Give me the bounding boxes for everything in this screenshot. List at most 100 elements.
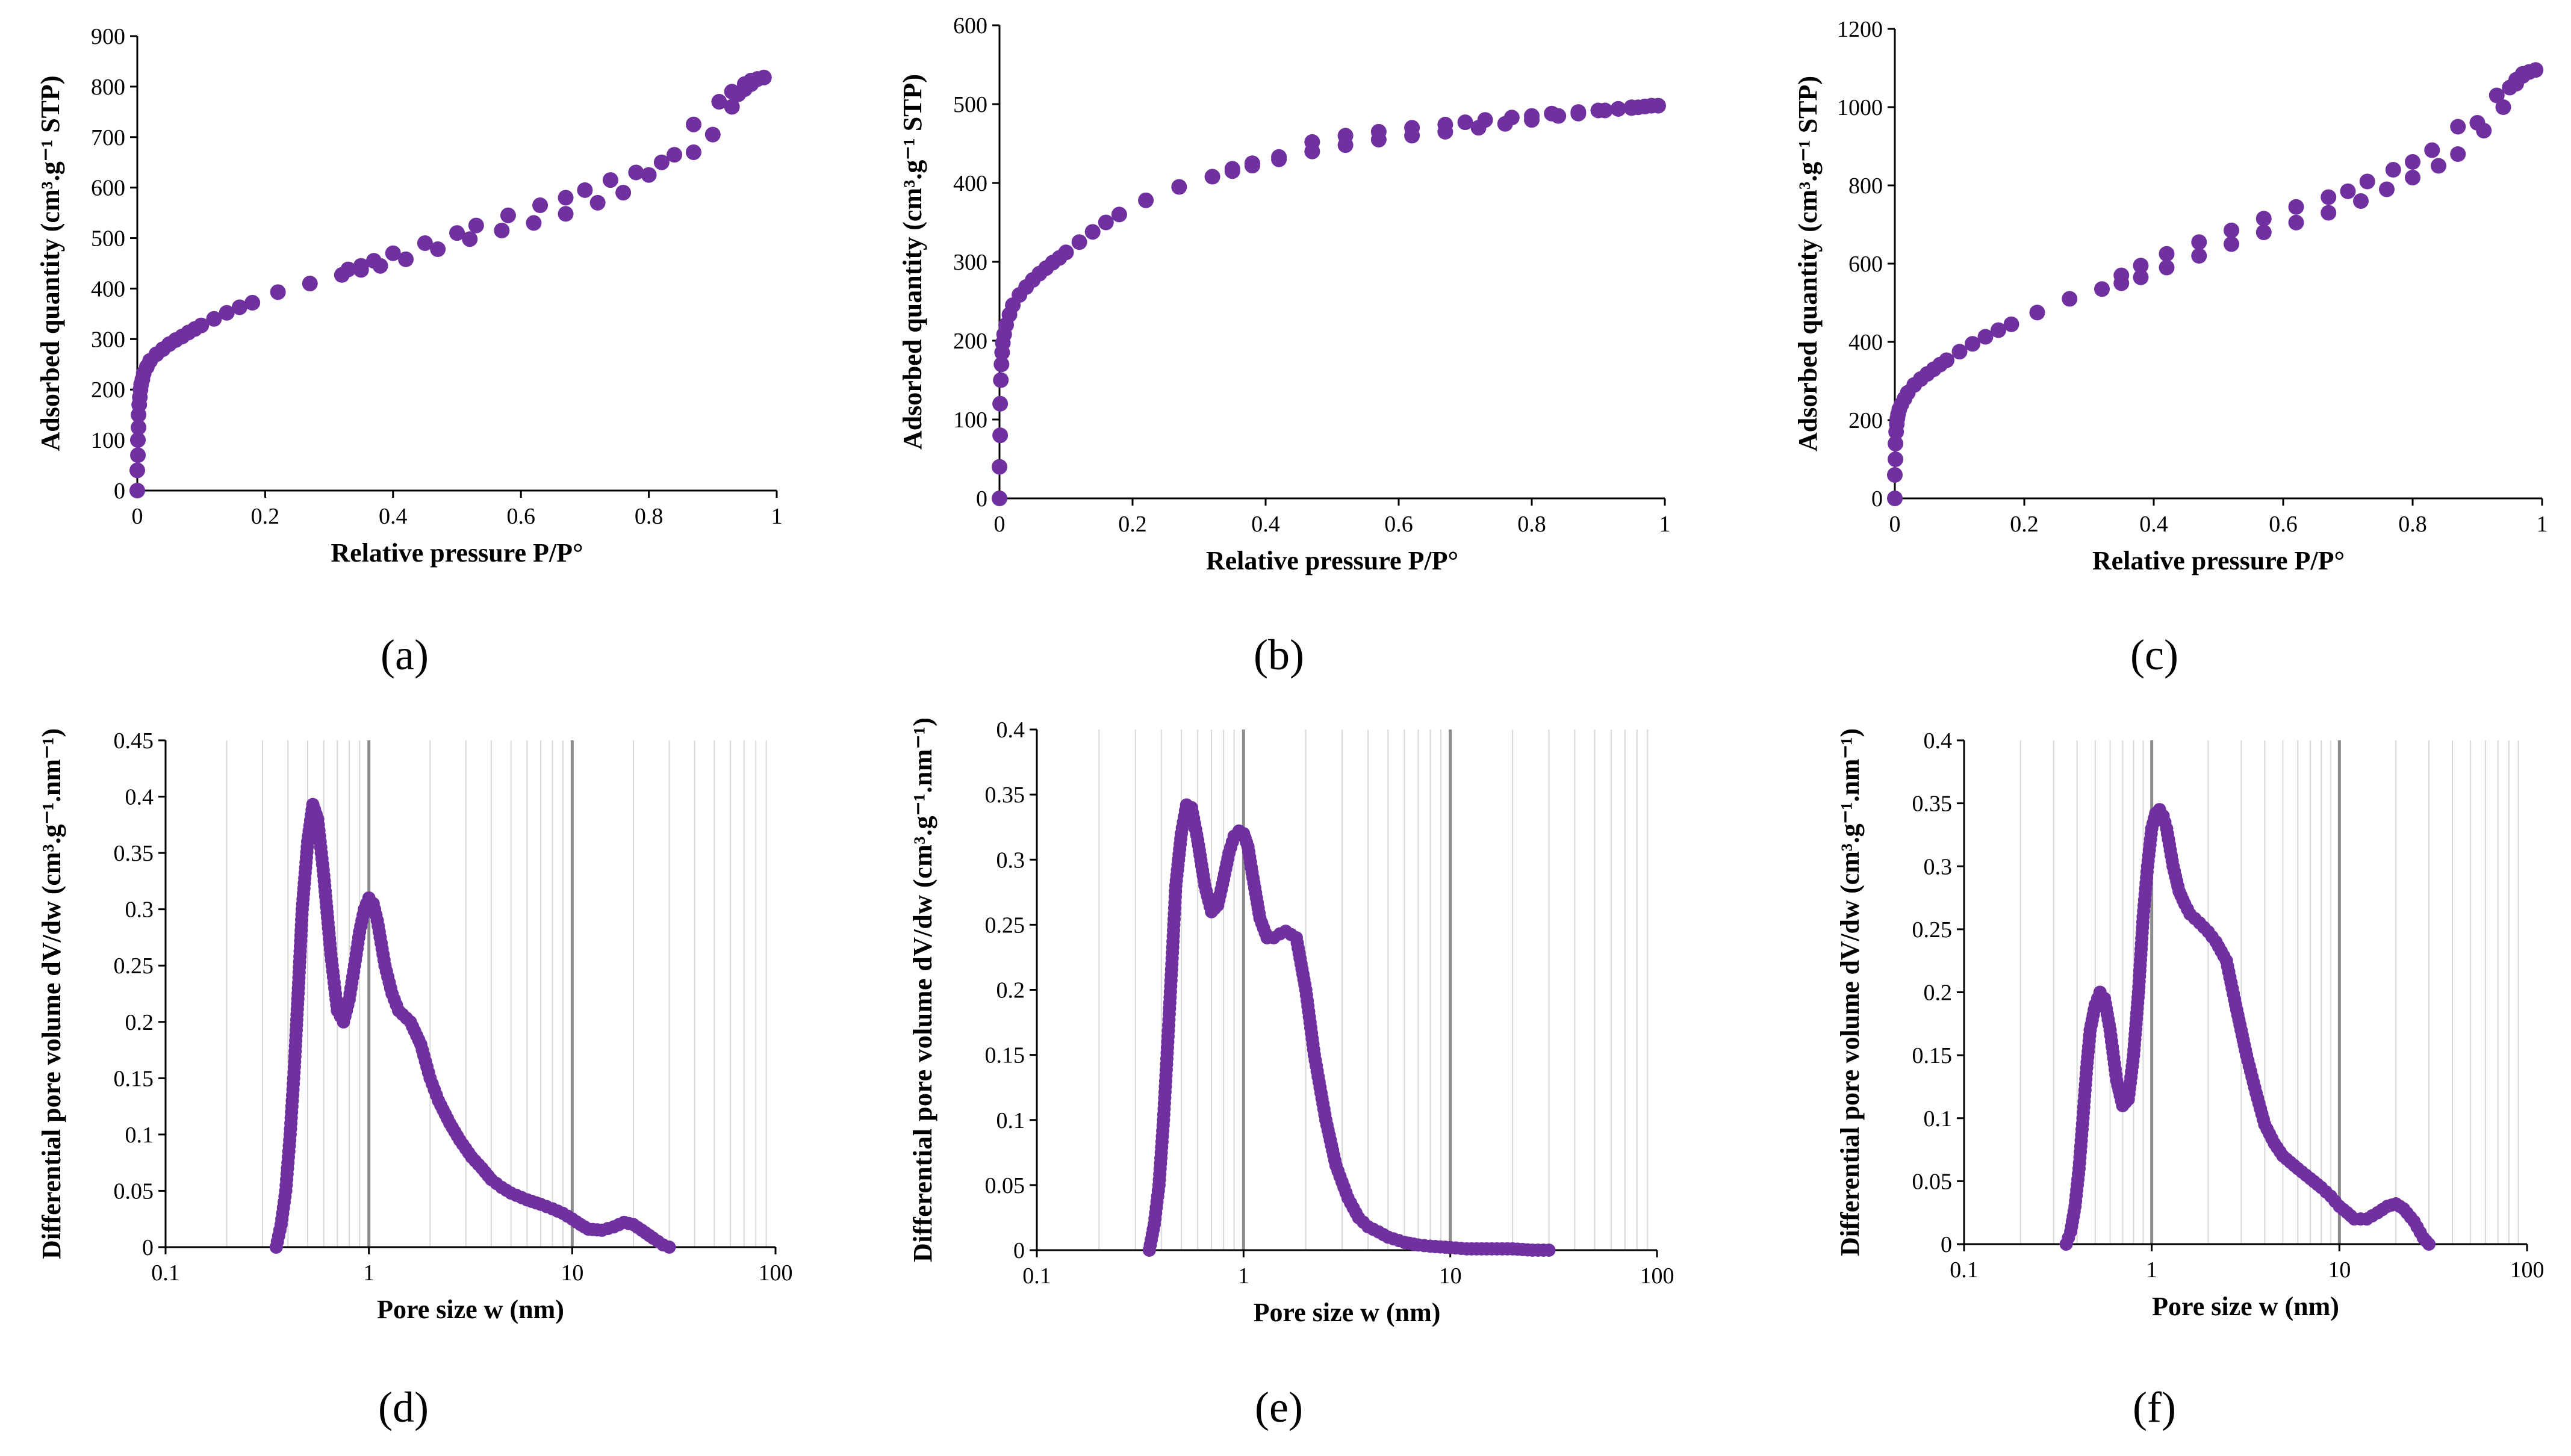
y-tick-label: 0.1 — [996, 1108, 1025, 1133]
x-tick-label: 100 — [759, 1260, 793, 1286]
y-tick-label: 0.4 — [996, 717, 1025, 743]
y-tick-label: 0.2 — [125, 1010, 154, 1035]
data-point-adsorption — [206, 311, 222, 327]
data-point — [1542, 1244, 1556, 1257]
y-tick-label: 0.4 — [125, 785, 154, 810]
data-point-adsorption — [2431, 158, 2446, 174]
data-point-adsorption — [2379, 181, 2395, 197]
x-tick-label: 100 — [1640, 1263, 1674, 1289]
data-point-adsorption — [398, 251, 414, 267]
data-point-adsorption — [993, 356, 1010, 373]
data-point-adsorption — [1939, 352, 1954, 368]
data-point-desorption — [365, 253, 382, 269]
y-tick-label: 900 — [91, 24, 125, 49]
data-point-adsorption — [992, 459, 1007, 475]
x-tick-label: 0 — [1889, 512, 1901, 537]
y-tick-label: 200 — [1848, 408, 1883, 433]
x-tick-label: 1 — [363, 1260, 375, 1286]
data-point-adsorption — [430, 241, 446, 258]
data-point-desorption — [1544, 105, 1560, 122]
data-point-adsorption — [1965, 336, 1980, 352]
data-point-desorption — [2489, 87, 2505, 104]
data-point-adsorption — [992, 395, 1009, 412]
data-point-adsorption — [2094, 281, 2110, 297]
data-point-adsorption — [615, 185, 632, 201]
data-point-desorption — [577, 182, 593, 198]
y-tick-label: 500 — [953, 92, 987, 117]
x-axis-title: Relative pressure P/P° — [2092, 546, 2345, 575]
data-point-adsorption — [302, 276, 318, 292]
data-point-adsorption — [641, 167, 657, 183]
x-tick-label: 0.6 — [1384, 512, 1413, 537]
data-point-adsorption — [711, 94, 727, 110]
y-tick-label: 0.45 — [114, 728, 154, 754]
data-point-adsorption — [685, 116, 701, 132]
data-point-desorption — [2133, 258, 2149, 274]
data-point-desorption — [558, 190, 574, 206]
y-tick-label: 0.05 — [114, 1179, 154, 1204]
data-point-adsorption — [2029, 305, 2045, 321]
x-tick-label: 0.8 — [1517, 512, 1546, 537]
y-tick-label: 600 — [1848, 252, 1883, 277]
x-tick-label: 100 — [2510, 1257, 2545, 1283]
data-point-desorption — [653, 154, 670, 170]
data-point-desorption — [1477, 112, 1493, 128]
y-tick-label: 0.3 — [125, 897, 154, 923]
y-tick-label: 0.25 — [985, 912, 1025, 938]
data-point-desorption — [2340, 183, 2356, 199]
data-point-adsorption — [129, 483, 145, 498]
data-point-desorption — [340, 261, 356, 277]
data-point-adsorption — [2224, 236, 2239, 252]
panel-label: (b) — [1254, 631, 1304, 679]
y-tick-label: 100 — [953, 407, 987, 433]
y-tick-label: 0.35 — [985, 782, 1025, 808]
data-point-adsorption — [1887, 491, 1903, 506]
data-point-desorption — [1271, 149, 1287, 165]
y-tick-label: 300 — [91, 327, 125, 352]
x-tick-label: 0.8 — [2398, 512, 2427, 537]
chart-b: 0 100 200 300 400 500 600 0 0.2 0.4 0.6 0.8 1 Relativ… — [898, 13, 1671, 679]
data-point-adsorption — [1888, 451, 1904, 467]
data-point-adsorption — [1887, 467, 1903, 483]
y-tick-label: 0.15 — [114, 1066, 154, 1091]
y-tick-label: 0.2 — [1924, 980, 1953, 1006]
data-point-adsorption — [1138, 192, 1154, 208]
x-tick-label: 1 — [771, 504, 783, 529]
data-point-adsorption — [130, 432, 146, 448]
series-line-PSD — [274, 804, 670, 1249]
x-axis-title: Pore size w (nm) — [377, 1295, 564, 1324]
x-tick-label: 0.2 — [251, 504, 280, 529]
data-point-desorption — [353, 258, 369, 274]
data-point-adsorption — [589, 194, 606, 211]
y-tick-label: 0.05 — [985, 1173, 1025, 1198]
panel-label: (e) — [1255, 1383, 1303, 1431]
y-tick-label: 500 — [91, 226, 125, 252]
data-point-desorption — [1337, 128, 1354, 144]
data-point-desorption — [2502, 79, 2518, 96]
x-tick-label: 0 — [132, 504, 143, 529]
data-point-adsorption — [2159, 259, 2175, 276]
data-point-adsorption — [992, 491, 1007, 506]
x-tick-label: 0.1 — [1950, 1257, 1979, 1283]
data-point-adsorption — [2003, 316, 2019, 332]
data-point-desorption — [1503, 110, 1520, 126]
y-tick-label: 0 — [1013, 1238, 1025, 1263]
data-point-desorption — [2288, 199, 2304, 215]
x-tick-label: 1 — [1659, 512, 1671, 537]
data-point-desorption — [2191, 234, 2207, 250]
y-tick-label: 0.25 — [114, 953, 154, 979]
data-point-desorption — [2224, 222, 2239, 238]
y-tick-label: 0.15 — [985, 1043, 1025, 1068]
panel-label: (f) — [2133, 1383, 2176, 1431]
y-tick-label: 0 — [1871, 486, 1883, 512]
panel-label: (a) — [381, 631, 429, 679]
panel-label: (d) — [378, 1383, 429, 1431]
y-tick-label: 100 — [91, 428, 125, 453]
x-tick-label: 0.2 — [1118, 512, 1147, 537]
y-tick-label: 0.1 — [1924, 1106, 1953, 1132]
x-axis-title: Pore size w (nm) — [1254, 1298, 1441, 1327]
y-tick-label: 0.25 — [1912, 917, 1953, 943]
x-tick-label: 0.1 — [1022, 1263, 1051, 1289]
data-point-adsorption — [1084, 224, 1101, 240]
data-point-adsorption — [244, 294, 261, 311]
